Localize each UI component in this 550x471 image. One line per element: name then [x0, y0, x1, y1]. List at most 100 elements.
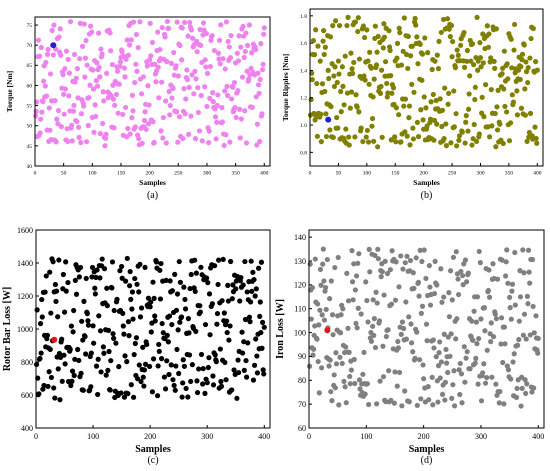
data-point — [59, 378, 65, 384]
data-point — [196, 128, 203, 134]
y-tick-label: 75 — [27, 23, 33, 29]
data-point — [478, 316, 484, 322]
data-point — [56, 34, 62, 40]
data-point — [158, 260, 164, 267]
data-point — [455, 52, 461, 58]
data-point — [361, 349, 367, 355]
data-point — [419, 77, 425, 83]
data-point — [157, 267, 163, 273]
data-point — [212, 263, 218, 269]
data-point — [520, 247, 526, 253]
data-point — [330, 134, 336, 141]
data-point — [351, 356, 357, 363]
panel-label: (a) — [147, 190, 158, 201]
data-point — [256, 90, 262, 96]
data-point — [446, 90, 452, 96]
data-point — [513, 394, 520, 400]
data-point — [79, 43, 86, 49]
data-point — [361, 73, 367, 79]
data-point — [176, 114, 183, 120]
data-point — [165, 25, 172, 32]
data-point — [534, 67, 540, 73]
data-point — [259, 67, 266, 73]
data-point — [45, 46, 51, 52]
data-point — [163, 277, 169, 283]
data-point — [328, 278, 334, 284]
data-point — [480, 60, 486, 66]
data-point — [88, 350, 94, 356]
data-point — [35, 37, 42, 43]
data-point — [371, 138, 377, 144]
data-point — [212, 352, 218, 358]
data-point — [512, 302, 518, 308]
data-point — [530, 303, 536, 310]
data-point — [331, 83, 338, 90]
data-point — [333, 350, 339, 356]
data-point — [454, 143, 460, 149]
data-point — [89, 274, 95, 280]
data-point — [132, 275, 138, 282]
data-point — [508, 316, 514, 322]
data-point — [532, 124, 538, 130]
data-point — [437, 375, 443, 381]
data-point — [43, 273, 49, 279]
data-point — [184, 77, 191, 83]
data-point — [450, 38, 456, 45]
data-point — [494, 127, 501, 133]
data-point — [179, 394, 185, 400]
data-point — [156, 95, 162, 101]
data-point — [126, 42, 133, 48]
data-point — [253, 46, 259, 53]
data-point — [63, 288, 69, 294]
data-point — [361, 34, 368, 41]
data-point — [314, 336, 320, 342]
data-point — [220, 56, 226, 62]
data-point — [257, 138, 263, 145]
data-point — [314, 80, 320, 87]
data-point — [40, 98, 46, 105]
data-point — [174, 346, 180, 353]
data-point — [478, 398, 485, 404]
data-point — [407, 257, 414, 264]
data-point — [164, 358, 170, 364]
data-point — [505, 367, 512, 373]
data-point — [389, 90, 395, 96]
data-point — [163, 98, 169, 104]
data-point — [322, 44, 328, 50]
data-point — [381, 292, 387, 298]
data-point — [473, 138, 480, 145]
data-point — [140, 74, 146, 80]
data-point — [224, 329, 230, 336]
data-point — [181, 363, 187, 369]
data-point — [155, 64, 161, 70]
data-point — [119, 275, 125, 281]
data-point — [320, 38, 326, 44]
x-axis-title: Samples — [139, 178, 166, 187]
data-point — [454, 316, 460, 322]
data-point — [371, 332, 377, 339]
data-point — [342, 384, 348, 390]
data-point — [233, 114, 239, 121]
data-point — [494, 276, 501, 282]
data-point — [141, 367, 148, 373]
data-point — [36, 391, 42, 397]
data-point — [408, 321, 414, 327]
data-point — [156, 348, 162, 354]
data-point — [130, 108, 136, 114]
data-point — [198, 92, 204, 99]
data-point — [515, 342, 521, 348]
x-tick-label: 200 — [420, 171, 429, 177]
data-point — [485, 44, 492, 50]
data-point — [393, 139, 399, 145]
data-point — [221, 310, 227, 316]
data-point — [354, 325, 360, 331]
data-point — [160, 330, 166, 336]
data-point — [488, 339, 494, 345]
data-point — [477, 55, 484, 61]
data-point — [368, 338, 375, 344]
data-point — [204, 103, 210, 110]
data-point — [83, 351, 89, 357]
data-point — [516, 318, 522, 324]
data-point — [429, 66, 435, 73]
data-point — [362, 391, 368, 397]
